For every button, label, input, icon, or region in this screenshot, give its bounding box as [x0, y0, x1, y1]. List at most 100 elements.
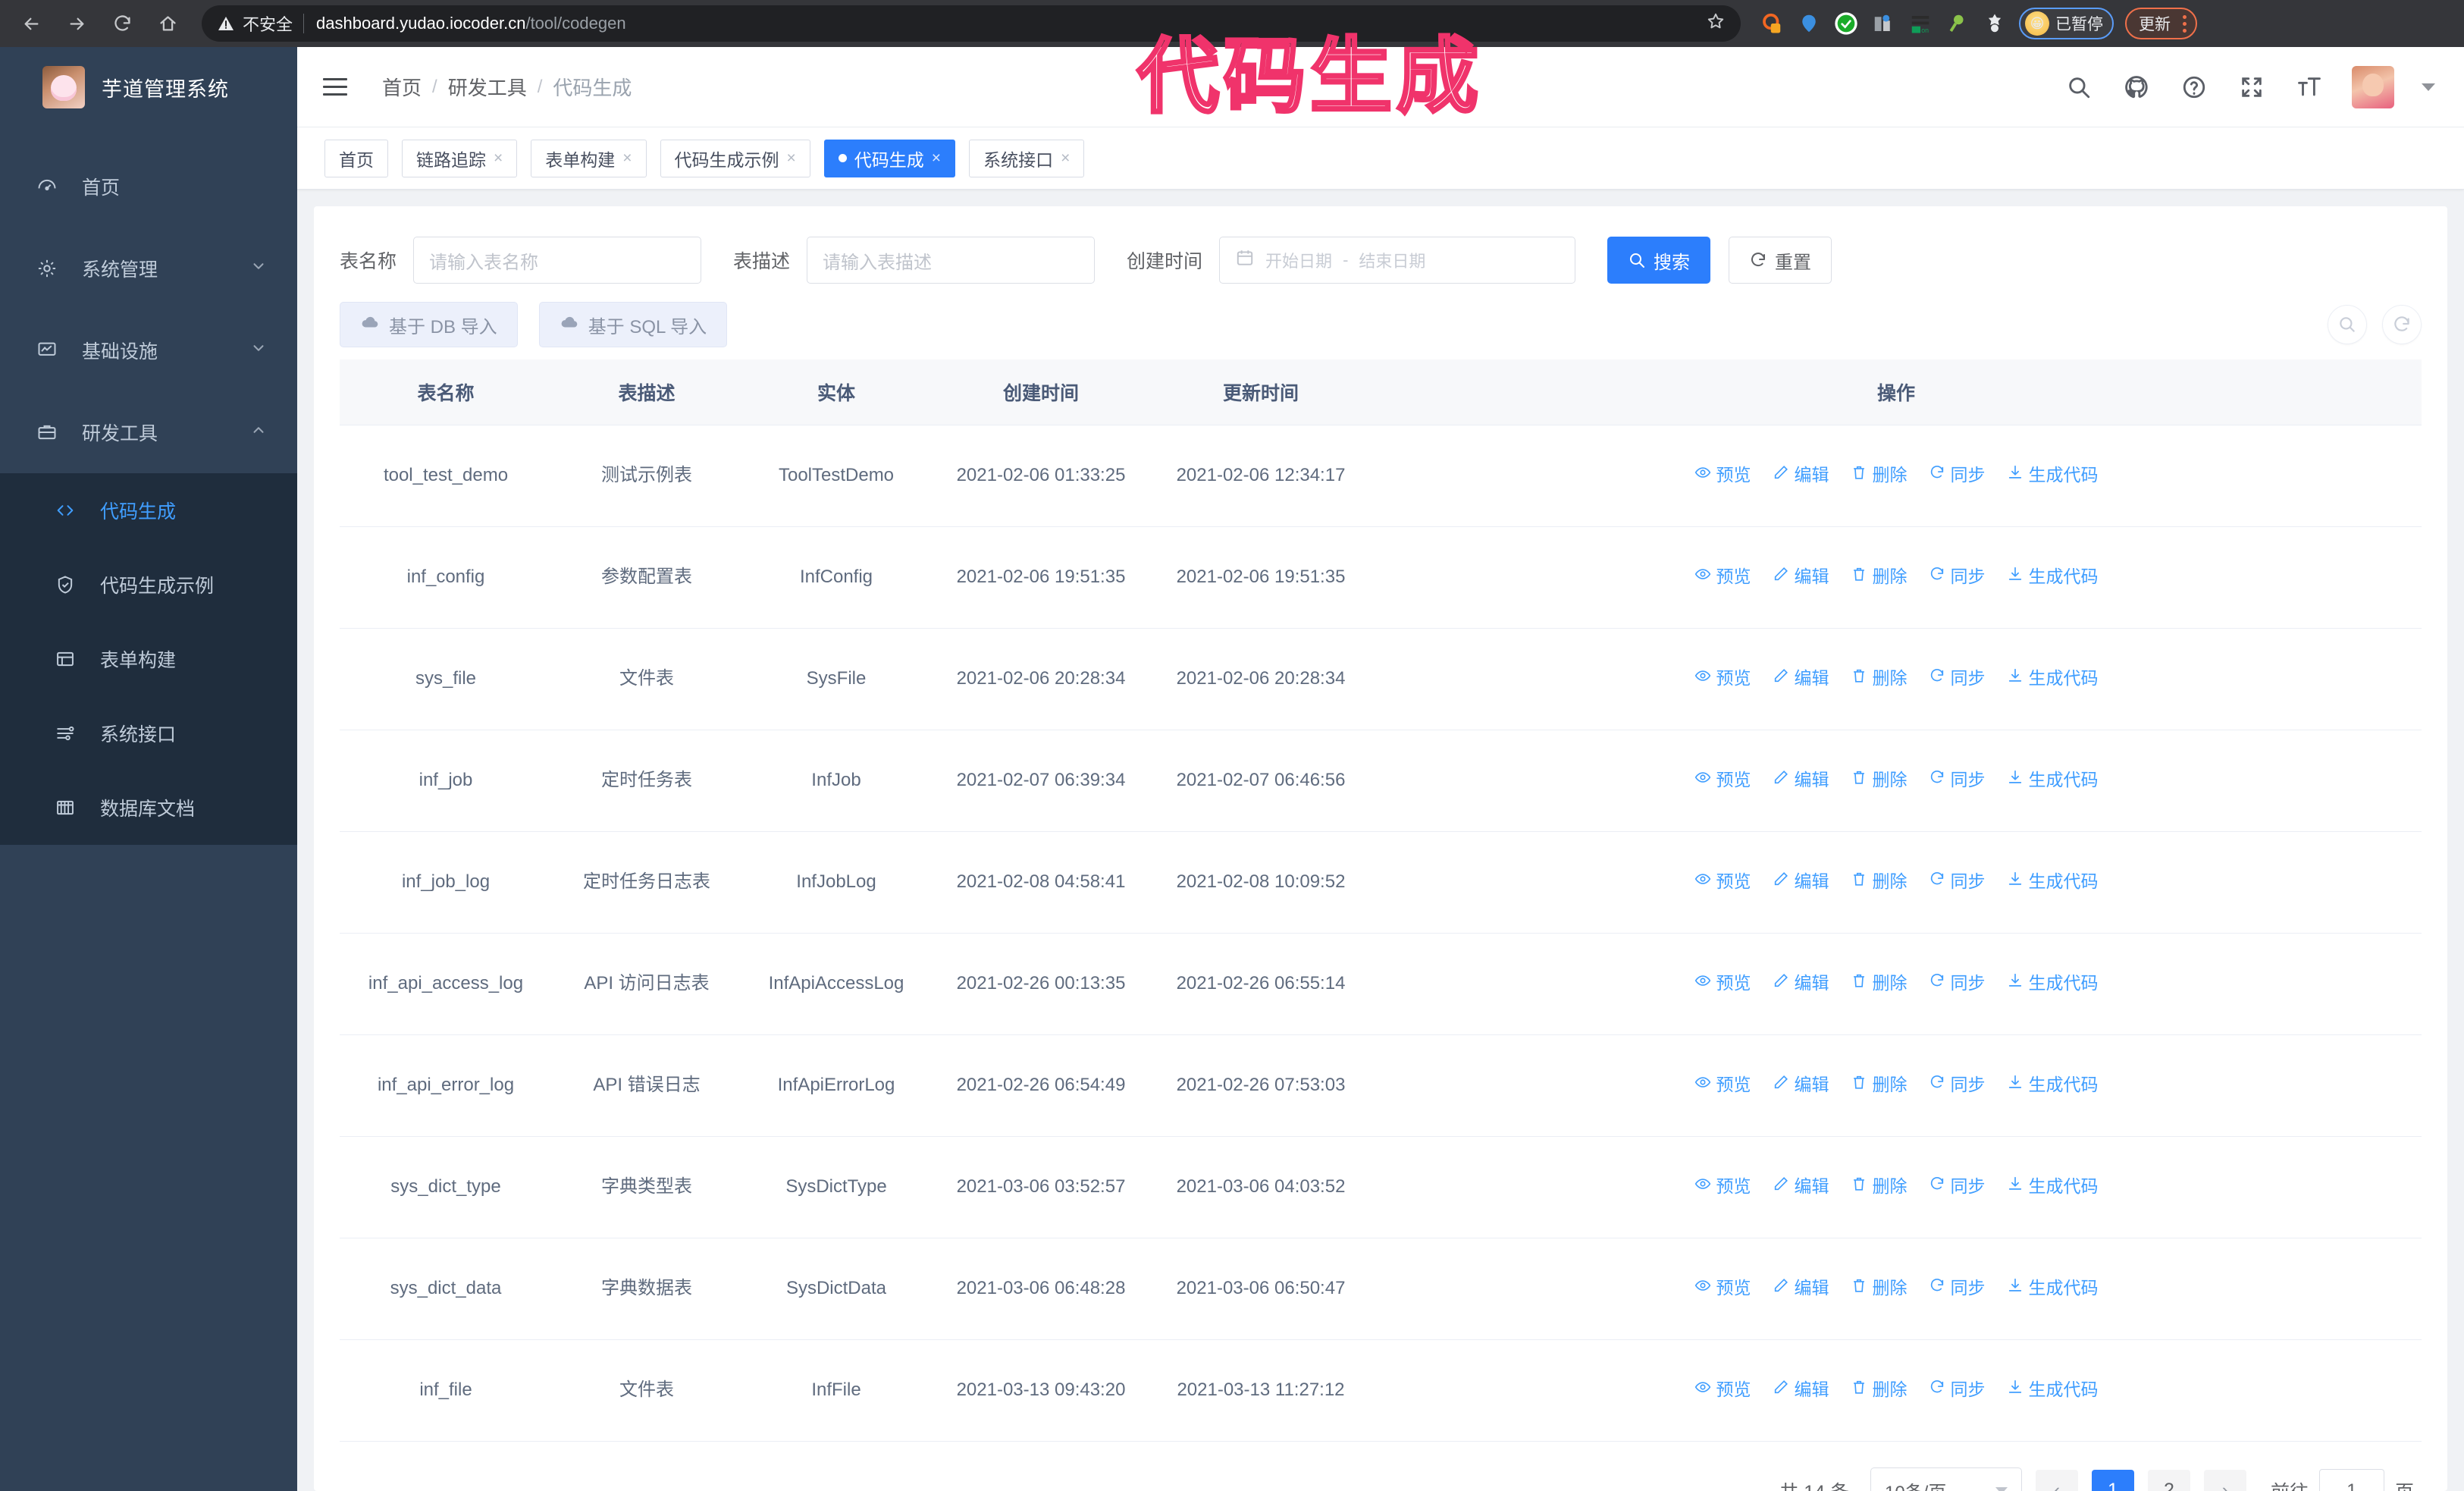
- table-row[interactable]: inf_job_log 定时任务日志表 InfJobLog 2021-02-08 04…: [340, 831, 2422, 934]
- date-end-input[interactable]: 结束日期: [1359, 252, 1426, 271]
- breadcrumb-item-dev-tools[interactable]: 研发工具: [447, 77, 527, 99]
- extension-list-icon[interactable]: on: [1908, 11, 1933, 36]
- extension-chart-icon[interactable]: [1870, 11, 1896, 36]
- extension-green-check-icon[interactable]: [1833, 11, 1859, 36]
- import-sql-button[interactable]: 基于 SQL 导入: [538, 302, 728, 347]
- action-pencil[interactable]: 编辑: [1773, 869, 1829, 894]
- action-trash[interactable]: 删除: [1851, 1174, 1908, 1199]
- table-row[interactable]: inf_config 参数配置表 InfConfig 2021-02-06 19:51…: [340, 526, 2422, 629]
- action-download[interactable]: 生成代码: [2007, 869, 2099, 894]
- close-icon[interactable]: ×: [494, 149, 503, 167]
- jump-page-input[interactable]: 1: [2318, 1468, 2384, 1491]
- action-eye[interactable]: 预览: [1694, 1377, 1751, 1402]
- search-toggle-button[interactable]: [2328, 305, 2367, 344]
- action-eye[interactable]: 预览: [1694, 1276, 1751, 1301]
- action-trash[interactable]: 删除: [1851, 1377, 1908, 1402]
- action-pencil[interactable]: 编辑: [1773, 1072, 1829, 1097]
- action-download[interactable]: 生成代码: [2007, 463, 2099, 488]
- tab-codegen[interactable]: 代码生成 ×: [823, 139, 956, 177]
- sidebar-item-home[interactable]: 首页: [0, 146, 297, 228]
- sidebar-item-codegen[interactable]: 代码生成: [0, 473, 297, 548]
- action-sync[interactable]: 同步: [1929, 666, 1986, 691]
- sidebar-item-codegen-demo[interactable]: 代码生成示例: [0, 548, 297, 622]
- action-pencil[interactable]: 编辑: [1773, 1276, 1829, 1301]
- table-row[interactable]: sys_dict_data 字典数据表 SysDictData 2021-03-06 …: [340, 1238, 2422, 1340]
- extension-puzzle-icon[interactable]: [1982, 11, 2008, 36]
- forward-arrow-icon[interactable]: [56, 3, 97, 44]
- star-icon[interactable]: [1706, 11, 1726, 36]
- action-sync[interactable]: 同步: [1929, 1174, 1986, 1199]
- browser-menu-icon[interactable]: [2177, 14, 2193, 33]
- action-trash[interactable]: 删除: [1851, 666, 1908, 691]
- sidebar-item-infrastructure[interactable]: 基础设施: [0, 309, 297, 391]
- fullscreen-icon[interactable]: [2237, 72, 2267, 102]
- action-sync[interactable]: 同步: [1929, 463, 1986, 488]
- tab-system-api[interactable]: 系统接口 ×: [969, 139, 1085, 177]
- action-download[interactable]: 生成代码: [2007, 1377, 2099, 1402]
- update-pill[interactable]: 更新: [2125, 8, 2197, 39]
- profile-pill[interactable]: 😀 已暂停: [2019, 8, 2114, 39]
- action-trash[interactable]: 删除: [1851, 869, 1908, 894]
- action-pencil[interactable]: 编辑: [1773, 666, 1829, 691]
- action-download[interactable]: 生成代码: [2007, 564, 2099, 589]
- date-range-picker[interactable]: 开始日期 - 结束日期: [1219, 237, 1576, 284]
- action-trash[interactable]: 删除: [1851, 564, 1908, 589]
- action-eye[interactable]: 预览: [1694, 767, 1751, 793]
- action-pencil[interactable]: 编辑: [1773, 1174, 1829, 1199]
- pagination-next-button[interactable]: ›: [2203, 1469, 2246, 1491]
- sidebar-item-system-management[interactable]: 系统管理: [0, 228, 297, 309]
- brand[interactable]: 芋道管理系统: [0, 47, 297, 127]
- pagination-page-2[interactable]: 2: [2147, 1469, 2190, 1491]
- reload-icon[interactable]: [102, 3, 143, 44]
- action-eye[interactable]: 预览: [1694, 1072, 1751, 1097]
- search-input-table-name[interactable]: 请输入表名称: [413, 237, 702, 284]
- action-pencil[interactable]: 编辑: [1773, 564, 1829, 589]
- address-bar[interactable]: 不安全 dashboard.yudao.iocoder.cn/tool/code…: [202, 5, 1741, 42]
- font-size-icon[interactable]: [2294, 72, 2324, 102]
- github-icon[interactable]: [2121, 72, 2152, 102]
- action-sync[interactable]: 同步: [1929, 564, 1986, 589]
- action-download[interactable]: 生成代码: [2007, 1276, 2099, 1301]
- action-trash[interactable]: 删除: [1851, 971, 1908, 996]
- sidebar-item-form-builder[interactable]: 表单构建: [0, 622, 297, 696]
- table-row[interactable]: sys_file 文件表 SysFile 2021-02-06 20:28:34 202…: [340, 628, 2422, 730]
- action-download[interactable]: 生成代码: [2007, 1072, 2099, 1097]
- sidebar-item-db-doc[interactable]: 数据库文档: [0, 771, 297, 845]
- table-row[interactable]: tool_test_demo 测试示例表 ToolTestDemo 2021-02-0…: [340, 425, 2422, 527]
- table-row[interactable]: inf_file 文件表 InfFile 2021-03-13 09:43:20 202…: [340, 1339, 2422, 1442]
- tab-codegen-demo[interactable]: 代码生成示例 ×: [660, 139, 810, 177]
- sidebar-item-dev-tools[interactable]: 研发工具: [0, 391, 297, 473]
- action-trash[interactable]: 删除: [1851, 463, 1908, 488]
- action-download[interactable]: 生成代码: [2007, 767, 2099, 793]
- action-trash[interactable]: 删除: [1851, 1276, 1908, 1301]
- table-row[interactable]: sys_dict_type 字典类型表 SysDictType 2021-03-06 …: [340, 1136, 2422, 1238]
- search-input-table-desc[interactable]: 请输入表描述: [807, 237, 1096, 284]
- tab-trace[interactable]: 链路追踪 ×: [402, 139, 518, 177]
- action-pencil[interactable]: 编辑: [1773, 767, 1829, 793]
- action-eye[interactable]: 预览: [1694, 1174, 1751, 1199]
- action-sync[interactable]: 同步: [1929, 1276, 1986, 1301]
- close-icon[interactable]: ×: [1061, 149, 1071, 167]
- chevron-down-icon[interactable]: [2422, 83, 2435, 91]
- avatar[interactable]: [2352, 65, 2394, 108]
- action-download[interactable]: 生成代码: [2007, 1174, 2099, 1199]
- import-db-button[interactable]: 基于 DB 导入: [340, 302, 518, 347]
- tab-home[interactable]: 首页: [324, 139, 388, 177]
- refresh-table-button[interactable]: [2382, 305, 2422, 344]
- action-pencil[interactable]: 编辑: [1773, 1377, 1829, 1402]
- pagination-prev-button[interactable]: ‹: [2035, 1469, 2078, 1491]
- close-icon[interactable]: ×: [931, 149, 942, 167]
- tab-form-builder[interactable]: 表单构建 ×: [531, 139, 647, 177]
- action-download[interactable]: 生成代码: [2007, 971, 2099, 996]
- action-sync[interactable]: 同步: [1929, 1072, 1986, 1097]
- breadcrumb-item-home[interactable]: 首页: [382, 77, 422, 99]
- action-eye[interactable]: 预览: [1694, 869, 1751, 894]
- action-sync[interactable]: 同步: [1929, 869, 1986, 894]
- action-eye[interactable]: 预览: [1694, 666, 1751, 691]
- date-start-input[interactable]: 开始日期: [1265, 252, 1333, 271]
- table-row[interactable]: inf_job 定时任务表 InfJob 2021-02-07 06:39:34 202…: [340, 730, 2422, 832]
- action-download[interactable]: 生成代码: [2007, 666, 2099, 691]
- extension-pin-icon[interactable]: [1796, 11, 1822, 36]
- action-pencil[interactable]: 编辑: [1773, 463, 1829, 488]
- sidebar-item-system-api[interactable]: 系统接口: [0, 696, 297, 771]
